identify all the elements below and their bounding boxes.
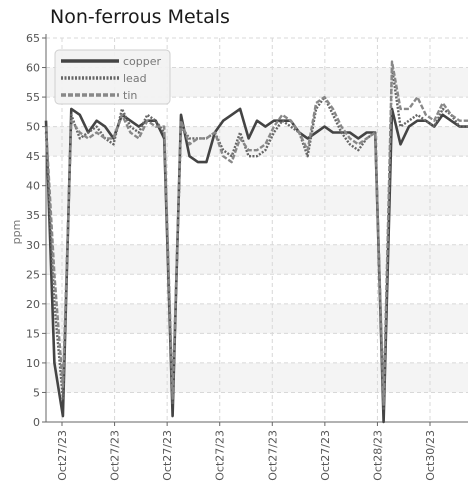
y-tick-label: 30 xyxy=(26,239,40,252)
series-lead xyxy=(44,66,468,412)
y-tick-label: 5 xyxy=(33,386,40,399)
x-tick-label: Oct27/23 xyxy=(214,430,227,481)
y-tick-label: 10 xyxy=(26,357,40,370)
series-line-lead xyxy=(44,66,468,412)
legend: copper lead tin xyxy=(54,49,171,105)
x-tick-label: Oct27/23 xyxy=(266,430,279,481)
x-tick-label: Oct28/23 xyxy=(371,430,384,481)
x-tick-label: Oct27/23 xyxy=(56,430,69,481)
y-tick-label: 40 xyxy=(26,180,40,193)
plot-band xyxy=(46,362,468,393)
y-tick-label: 20 xyxy=(26,298,40,311)
plot-band xyxy=(46,303,468,334)
y-tick-label: 60 xyxy=(26,62,40,75)
legend-label-copper: copper xyxy=(123,55,162,68)
series-line-tin xyxy=(44,60,468,406)
y-tick-label: 15 xyxy=(26,327,40,340)
series-tin xyxy=(44,60,468,406)
y-tick-label: 25 xyxy=(26,268,40,281)
y-tick-label: 35 xyxy=(26,209,40,222)
y-tick-label: 50 xyxy=(26,121,40,134)
y-tick-label: 55 xyxy=(26,91,40,104)
y-tick-label: 0 xyxy=(33,416,40,429)
series-layer xyxy=(44,60,468,424)
plot-band xyxy=(46,185,468,216)
axes: 0 5 10 15 20 25 30 35 40 45 50 55 60 65 Oct27/23 Oct27/… xyxy=(26,32,468,481)
x-tick-label: Oct30/23 xyxy=(424,430,437,481)
y-tick-label: 45 xyxy=(26,150,40,163)
x-tick-label: Oct27/23 xyxy=(319,430,332,481)
x-tick-label: Oct27/23 xyxy=(161,430,174,481)
legend-label-tin: tin xyxy=(123,89,137,102)
x-tick-label: Oct27/23 xyxy=(109,430,122,481)
y-axis-label: ppm xyxy=(10,220,23,245)
plot-band xyxy=(46,244,468,275)
legend-box xyxy=(54,49,171,105)
legend-label-lead: lead xyxy=(123,72,147,85)
chart-title: Non-ferrous Metals xyxy=(50,6,230,28)
y-tick-label: 65 xyxy=(26,32,40,45)
plot-bands xyxy=(46,67,468,393)
